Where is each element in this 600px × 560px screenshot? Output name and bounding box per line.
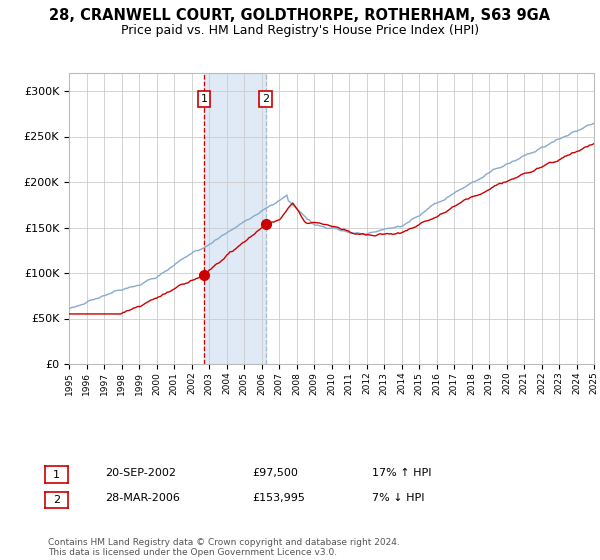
Text: 28, CRANWELL COURT, GOLDTHORPE, ROTHERHAM, S63 9GA: 28, CRANWELL COURT, GOLDTHORPE, ROTHERHA… [49,8,551,24]
Text: 28-MAR-2006: 28-MAR-2006 [105,493,180,503]
Text: Price paid vs. HM Land Registry's House Price Index (HPI): Price paid vs. HM Land Registry's House … [121,24,479,36]
Text: 1: 1 [200,94,208,104]
Text: 2: 2 [53,495,60,505]
Text: £153,995: £153,995 [252,493,305,503]
Text: Contains HM Land Registry data © Crown copyright and database right 2024.
This d: Contains HM Land Registry data © Crown c… [48,538,400,557]
Bar [204,73,266,364]
Text: 17% ↑ HPI: 17% ↑ HPI [372,468,431,478]
Text: 20-SEP-2002: 20-SEP-2002 [105,468,176,478]
Text: 1: 1 [53,470,60,480]
Text: £97,500: £97,500 [252,468,298,478]
Text: 7% ↓ HPI: 7% ↓ HPI [372,493,425,503]
Text: 2: 2 [262,94,269,104]
Legend: 28, CRANWELL COURT, GOLDTHORPE, ROTHERHAM, S63 9GA (detached house), HPI: Averag: 28, CRANWELL COURT, GOLDTHORPE, ROTHERHA… [81,400,543,437]
